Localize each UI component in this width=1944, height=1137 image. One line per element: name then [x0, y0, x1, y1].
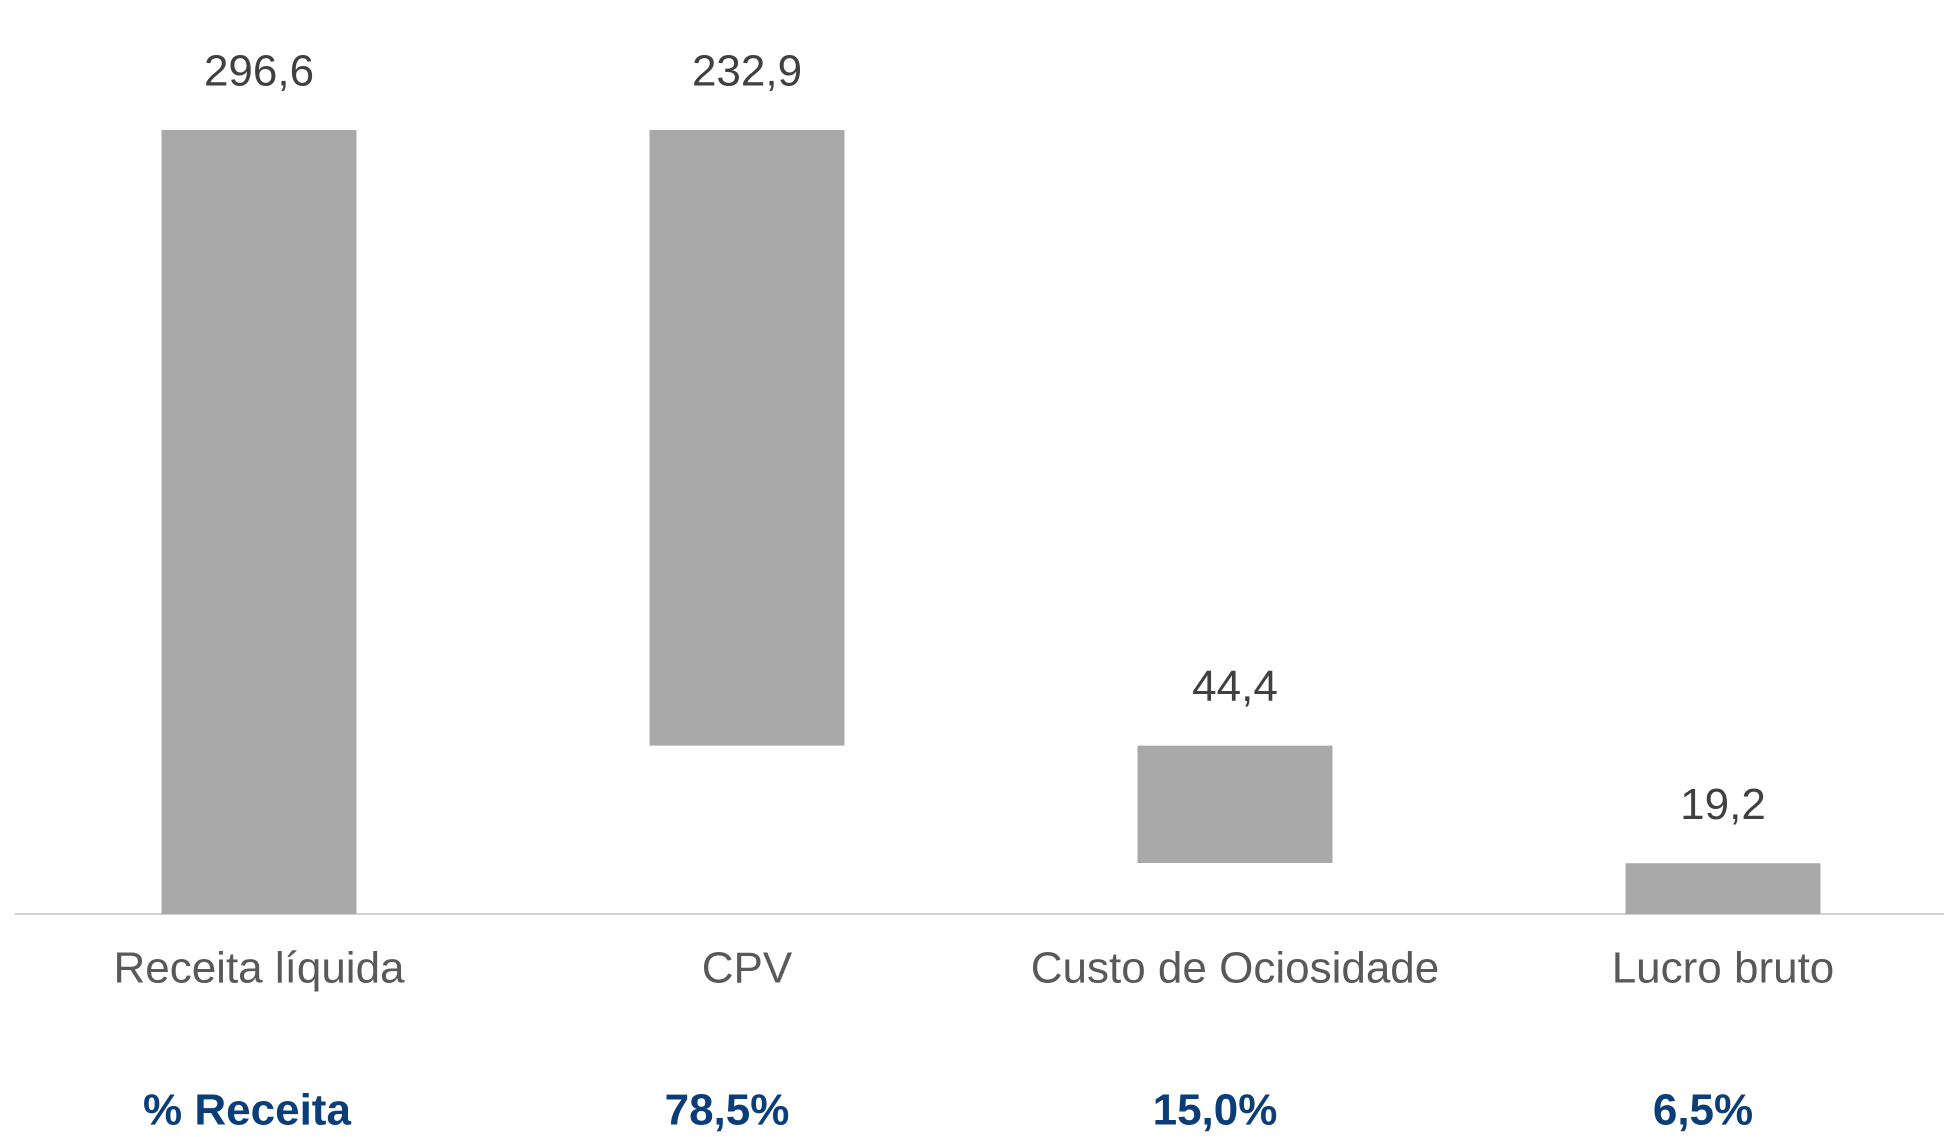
percent-label: 78,5% — [665, 1086, 790, 1135]
x-tick-label: Receita líquida — [113, 944, 405, 993]
value-label: 296,6 — [204, 47, 314, 96]
bar — [1625, 863, 1821, 914]
percent-label: 15,0% — [1153, 1086, 1278, 1135]
percent-label: 6,5% — [1653, 1086, 1753, 1135]
x-tick-label: CPV — [702, 944, 793, 993]
percent-row-label: % Receita — [143, 1086, 351, 1135]
x-tick-label: Lucro bruto — [1612, 944, 1835, 993]
value-label: 19,2 — [1680, 780, 1766, 829]
value-label: 232,9 — [692, 47, 802, 96]
bar — [649, 129, 845, 746]
bar — [1137, 745, 1333, 863]
value-label: 44,4 — [1192, 662, 1278, 711]
bar — [161, 129, 357, 915]
x-tick-label: Custo de Ociosidade — [1031, 944, 1439, 993]
